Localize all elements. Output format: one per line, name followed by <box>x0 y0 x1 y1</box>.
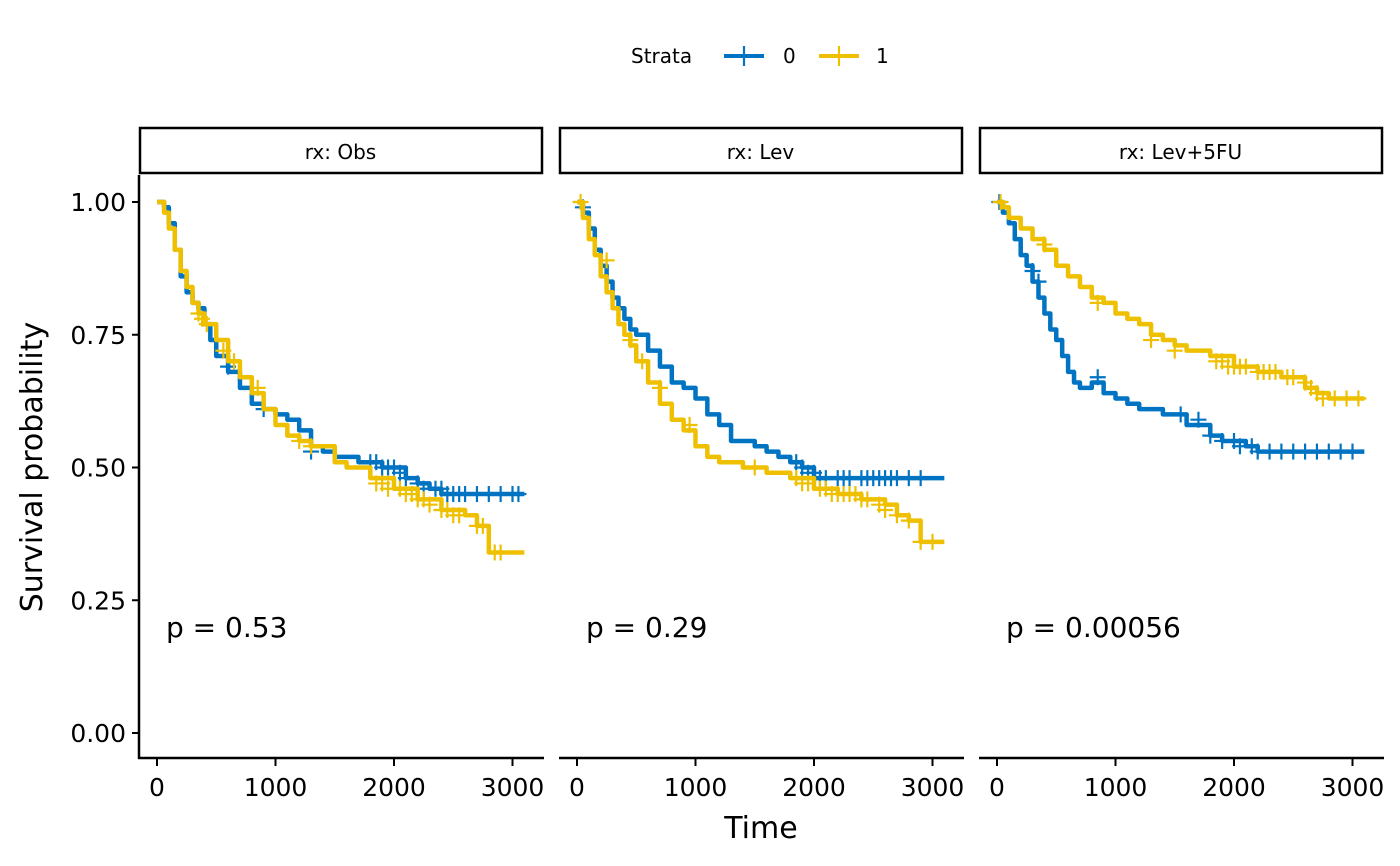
facet-strip-label: rx: Lev <box>727 140 795 164</box>
y-tick-label: 0.75 <box>70 321 126 350</box>
censor-mark-strata-1 <box>1285 369 1302 386</box>
censor-mark-strata-0 <box>1190 411 1207 428</box>
survival-curve-strata-1 <box>577 199 945 545</box>
facet-strip-label: rx: Obs <box>305 140 376 164</box>
censor-mark-strata-1 <box>800 475 817 492</box>
censor-mark-strata-1 <box>681 417 698 434</box>
x-tick-label: 0 <box>989 773 1005 802</box>
censor-mark-strata-1 <box>1089 294 1106 311</box>
censor-mark-strata-1 <box>215 342 232 359</box>
censor-mark-strata-1 <box>888 507 905 524</box>
censor-mark-strata-1 <box>1036 236 1053 253</box>
x-tick-label: 0 <box>149 773 165 802</box>
p-value-label: p = 0.29 <box>586 611 707 644</box>
legend: Strata 0 1 <box>631 44 889 68</box>
x-tick-label: 2000 <box>362 773 426 802</box>
legend-item-1: 1 <box>819 44 889 68</box>
censor-mark-strata-0 <box>1202 427 1219 444</box>
censor-mark-strata-1 <box>1237 358 1254 375</box>
x-tick-label: 1000 <box>244 773 308 802</box>
panels: rx: Obs 0 1000 2000 3000 p = 0.53 rx: Lev 0 1000… <box>137 126 1385 802</box>
x-tick-label: 0 <box>569 773 585 802</box>
y-tick-label: 0.25 <box>70 586 126 615</box>
censor-mark-strata-0 <box>510 486 527 503</box>
censor-mark-strata-1 <box>634 353 651 370</box>
censor-mark-strata-1 <box>1350 390 1367 407</box>
facet-strip <box>978 126 1384 175</box>
censor-mark-strata-0 <box>912 470 929 487</box>
censor-mark-strata-1 <box>924 533 941 550</box>
censor-mark-strata-1 <box>651 379 668 396</box>
censor-mark-strata-1 <box>900 512 917 529</box>
panel-2: rx: Lev 0 1000 2000 3000 p = 0.29 <box>558 126 965 802</box>
y-tick-label: 0.00 <box>70 719 126 748</box>
censor-mark-strata-1 <box>622 332 639 349</box>
legend-label-0: 0 <box>783 44 796 68</box>
facet-strip <box>138 126 544 175</box>
p-value-label: p = 0.00056 <box>1006 611 1181 644</box>
facet-strip-label: rx: Lev+5FU <box>1119 140 1242 164</box>
censor-mark-strata-0 <box>1172 406 1189 423</box>
censor-mark-strata-0 <box>1024 263 1041 280</box>
panel-3: rx: Lev+5FU 0 1000 2000 3000 p = 0.00056 <box>978 126 1385 802</box>
censor-mark-strata-1 <box>1143 332 1160 349</box>
censor-mark-strata-1 <box>226 353 243 370</box>
censor-mark-strata-1 <box>859 491 876 508</box>
censor-mark-strata-0 <box>1344 443 1361 460</box>
y-tick-label: 1.00 <box>70 188 126 217</box>
y-axis: 0.00 0.25 0.50 0.75 1.00 <box>70 188 139 748</box>
legend-item-0: 0 <box>724 44 796 68</box>
censor-mark-strata-1 <box>421 496 438 513</box>
x-tick-label: 1000 <box>664 773 728 802</box>
x-tick-label: 2000 <box>782 773 846 802</box>
censor-mark-strata-1 <box>249 379 266 396</box>
censor-mark-strata-1 <box>877 501 894 518</box>
x-tick-label: 3000 <box>481 773 545 802</box>
survival-curve-strata-0 <box>157 199 525 497</box>
censor-mark-strata-1 <box>598 252 615 269</box>
censor-mark-strata-1 <box>198 316 215 333</box>
survival-curve-strata-1 <box>157 199 525 555</box>
censor-mark-strata-1 <box>492 544 509 561</box>
y-tick-label: 0.50 <box>70 454 126 483</box>
facet-strip <box>558 126 964 175</box>
censor-mark-strata-0 <box>1089 369 1106 386</box>
censor-mark-strata-1 <box>451 507 468 524</box>
legend-title: Strata <box>631 44 692 68</box>
x-tick-label: 1000 <box>1084 773 1148 802</box>
censor-mark-strata-1 <box>474 517 491 534</box>
panel-1: rx: Obs 0 1000 2000 3000 p = 0.53 <box>137 126 545 802</box>
censor-mark-strata-1 <box>572 194 589 210</box>
x-tick-label: 3000 <box>1321 773 1385 802</box>
y-axis-title: Survival probability <box>15 322 50 613</box>
legend-label-1: 1 <box>876 44 889 68</box>
p-value-label: p = 0.53 <box>166 611 287 644</box>
censor-mark-strata-1 <box>291 432 308 449</box>
censor-mark-strata-0 <box>397 470 414 487</box>
survival-curve-strata-1 <box>997 199 1365 401</box>
censor-mark-strata-1 <box>1267 363 1284 380</box>
censor-mark-strata-1 <box>1166 342 1183 359</box>
censor-mark-strata-1 <box>303 438 320 455</box>
x-axis-title: Time <box>723 811 797 846</box>
censor-mark-strata-1 <box>746 459 763 476</box>
censor-mark-strata-0 <box>1030 273 1047 290</box>
x-tick-label: 2000 <box>1202 773 1266 802</box>
x-tick-label: 3000 <box>901 773 965 802</box>
censor-mark-strata-1 <box>992 194 1009 210</box>
